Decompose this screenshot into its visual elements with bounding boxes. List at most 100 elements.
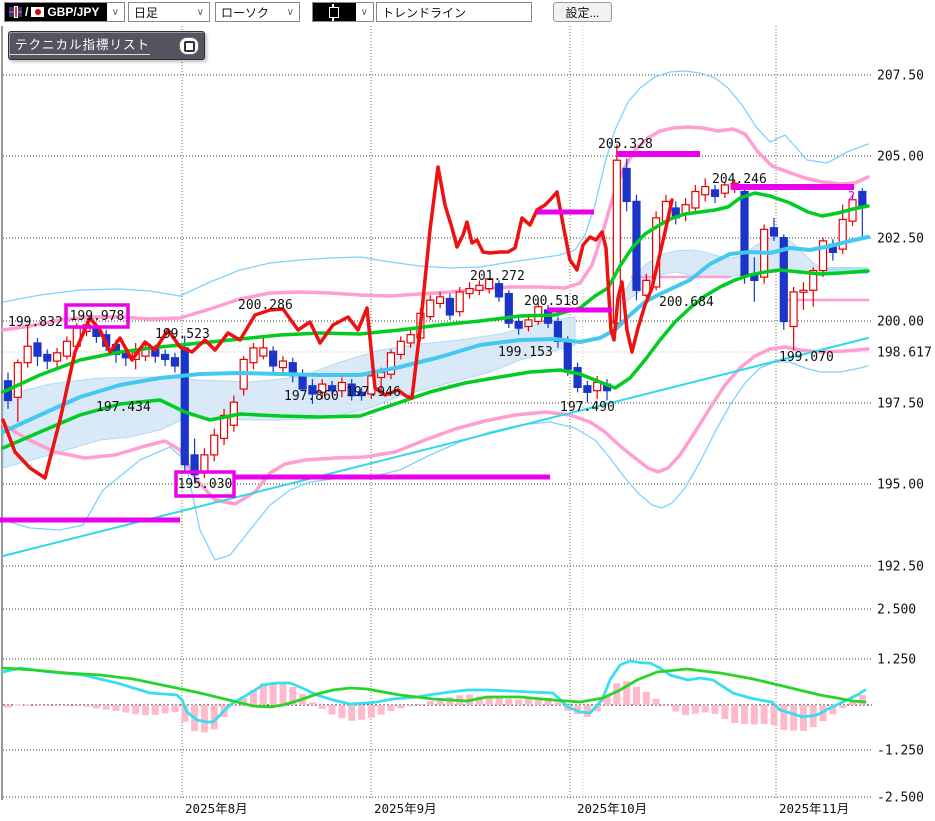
candle-down xyxy=(769,227,779,237)
x-axis-label: 2025年10月 xyxy=(577,801,647,816)
macd-histogram-bar xyxy=(279,682,287,705)
macd-histogram-bar xyxy=(53,705,61,706)
macd-histogram-bar xyxy=(485,698,493,705)
macd-histogram-bar xyxy=(181,705,189,722)
macd-histogram-bar xyxy=(544,698,552,705)
macd-histogram-bar xyxy=(259,683,267,705)
candle-up xyxy=(455,291,464,313)
y-axis-label: -2.500 xyxy=(877,791,924,806)
chevron-down-icon: ∨ xyxy=(111,6,119,18)
candle-up xyxy=(52,352,62,362)
macd-histogram-bar xyxy=(230,705,238,707)
macd-histogram-bar xyxy=(240,698,248,705)
candle-up xyxy=(475,284,484,291)
chevron-down-icon: ∨ xyxy=(196,6,204,18)
price-annotation: 199.978 xyxy=(70,309,125,324)
macd-histogram-bar xyxy=(416,703,424,705)
macd-line xyxy=(1,659,867,724)
candle-down xyxy=(779,237,788,323)
candle-down xyxy=(622,167,631,202)
candle-up xyxy=(249,347,258,364)
restore-window-button[interactable] xyxy=(179,37,199,55)
y-axis-label: 197.50 xyxy=(877,397,924,412)
macd-histogram-bar xyxy=(200,705,208,733)
price-annotation: 197.434 xyxy=(96,400,151,415)
macd-histogram-bar xyxy=(623,681,631,705)
macd-histogram-bar xyxy=(524,699,532,705)
candle-width-select[interactable]: ∨ xyxy=(312,2,374,22)
x-axis-label: 2025年9月 xyxy=(374,801,437,816)
candle-down xyxy=(269,350,278,367)
candle-down xyxy=(327,385,337,392)
chart-type-select[interactable]: ローソク ∨ xyxy=(215,2,300,22)
price-annotation: 199.070 xyxy=(779,350,834,365)
macd-histogram-bar xyxy=(269,682,277,705)
macd-histogram-bar xyxy=(691,705,699,714)
macd-histogram-bar xyxy=(407,705,415,707)
macd-histogram-bar xyxy=(102,705,110,710)
macd-histogram-bar xyxy=(141,705,149,716)
currency-pair-value: / GBP/JPY xyxy=(5,3,107,21)
y-axis-label: 200.00 xyxy=(877,315,924,330)
candle-up xyxy=(318,383,327,393)
macd-histogram-bar xyxy=(593,705,601,712)
macd-histogram-bar xyxy=(642,691,650,705)
candle-down xyxy=(170,357,180,367)
macd-histogram-bar xyxy=(652,698,660,705)
macd-histogram-bar xyxy=(397,705,405,709)
candle-down xyxy=(33,342,42,357)
macd-histogram-bar xyxy=(358,705,366,720)
macd-histogram-bar xyxy=(43,705,51,706)
technical-indicator-panel[interactable]: テクニカル指標リスト xyxy=(8,31,205,60)
macd-histogram-bar xyxy=(515,699,523,705)
pair-label: GBP/JPY xyxy=(47,5,100,19)
candle-up xyxy=(485,278,494,290)
macd-histogram-bar xyxy=(122,705,130,713)
x-axis-label: 2025年11月 xyxy=(779,801,849,816)
price-annotation: 201.272 xyxy=(470,269,525,284)
candle-down xyxy=(308,385,317,395)
macd-histogram-bar xyxy=(318,705,326,709)
settings-button[interactable]: 設定... xyxy=(553,2,612,22)
macd-histogram-bar xyxy=(171,705,179,713)
candle-up xyxy=(789,291,798,328)
price-annotation: 204.246 xyxy=(712,172,767,187)
macd-histogram-bar xyxy=(839,705,847,709)
y-axis-label: 195.00 xyxy=(877,478,924,493)
macd-histogram-bar xyxy=(662,705,670,707)
drawing-tool-input[interactable] xyxy=(376,2,532,22)
candle-up xyxy=(259,347,268,357)
macd-histogram-bar xyxy=(682,705,690,716)
price-annotation: 197.860 xyxy=(284,389,339,404)
price-annotation: 197.946 xyxy=(346,385,401,400)
macd-histogram-bar xyxy=(603,696,611,705)
macd-histogram-bar xyxy=(112,705,120,711)
macd-histogram-bar xyxy=(250,689,257,705)
y-axis-label: 202.50 xyxy=(877,232,924,247)
ichimoku-cloud xyxy=(2,316,576,469)
candle-down xyxy=(347,383,356,397)
magenta-box[interactable] xyxy=(174,470,236,498)
band-plus1sigma xyxy=(1,191,870,394)
candle-up xyxy=(377,371,386,379)
candle-up xyxy=(406,334,415,344)
macd-histogram-bar xyxy=(132,705,140,715)
candle-down xyxy=(190,454,199,476)
x-axis-label: 2025年8月 xyxy=(185,801,248,816)
macd-histogram-bar xyxy=(741,705,748,724)
band-minus2sigma xyxy=(1,345,870,506)
timeframe-select[interactable]: 日足 ∨ xyxy=(128,2,210,22)
price-annotation: 195.030 xyxy=(178,477,233,492)
magenta-box[interactable] xyxy=(64,303,130,329)
macd-histogram-bar xyxy=(92,705,100,709)
macd-histogram-bar xyxy=(377,705,385,715)
currency-pair-select[interactable]: / GBP/JPY ∨ xyxy=(4,2,125,22)
band-minus1sigma xyxy=(1,268,870,450)
candle-down xyxy=(740,190,749,277)
candle-down xyxy=(514,320,523,329)
candle-up xyxy=(278,360,288,369)
macd-histogram-bar xyxy=(24,704,32,706)
